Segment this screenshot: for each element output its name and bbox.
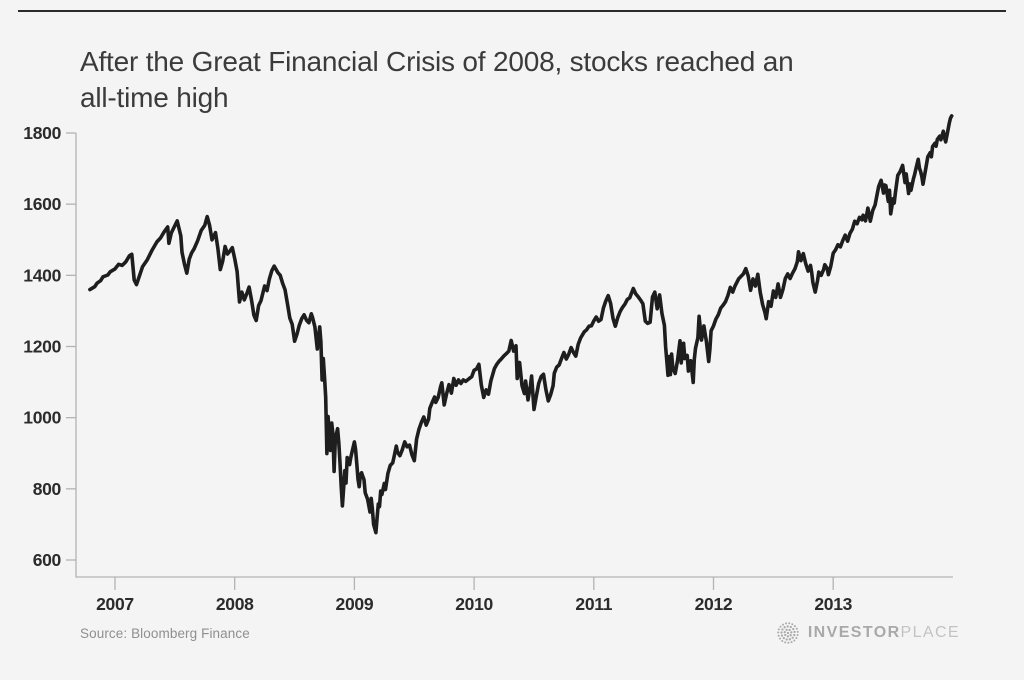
source-credit: Source: Bloomberg Finance: [80, 626, 250, 641]
svg-text:2007: 2007: [96, 594, 134, 614]
svg-text:2010: 2010: [455, 594, 493, 614]
chart-title-line-2: all-time high: [80, 82, 229, 113]
svg-text:2011: 2011: [575, 594, 612, 614]
svg-text:800: 800: [33, 479, 62, 499]
svg-text:600: 600: [33, 550, 62, 570]
svg-text:2009: 2009: [336, 594, 374, 614]
globe-dots-icon: [777, 622, 799, 644]
logo-place-text: PLACE: [900, 624, 960, 641]
svg-text:2013: 2013: [814, 594, 852, 614]
svg-text:2012: 2012: [695, 594, 733, 614]
svg-text:1200: 1200: [23, 337, 61, 357]
svg-text:1000: 1000: [23, 408, 61, 428]
top-rule: [18, 10, 1006, 12]
svg-text:2008: 2008: [216, 594, 254, 614]
chart-title: After the Great Financial Crisis of 2008…: [80, 44, 794, 116]
svg-text:1400: 1400: [23, 265, 61, 285]
svg-text:1800: 1800: [23, 123, 61, 143]
investorplace-logo: INVESTORPLACE: [775, 620, 960, 646]
chart-title-line-1: After the Great Financial Crisis of 2008…: [80, 46, 794, 77]
logo-investor-text: INVESTOR: [807, 624, 901, 641]
svg-text:1600: 1600: [23, 194, 61, 214]
logo-wordmark: INVESTORPLACE: [808, 624, 960, 642]
